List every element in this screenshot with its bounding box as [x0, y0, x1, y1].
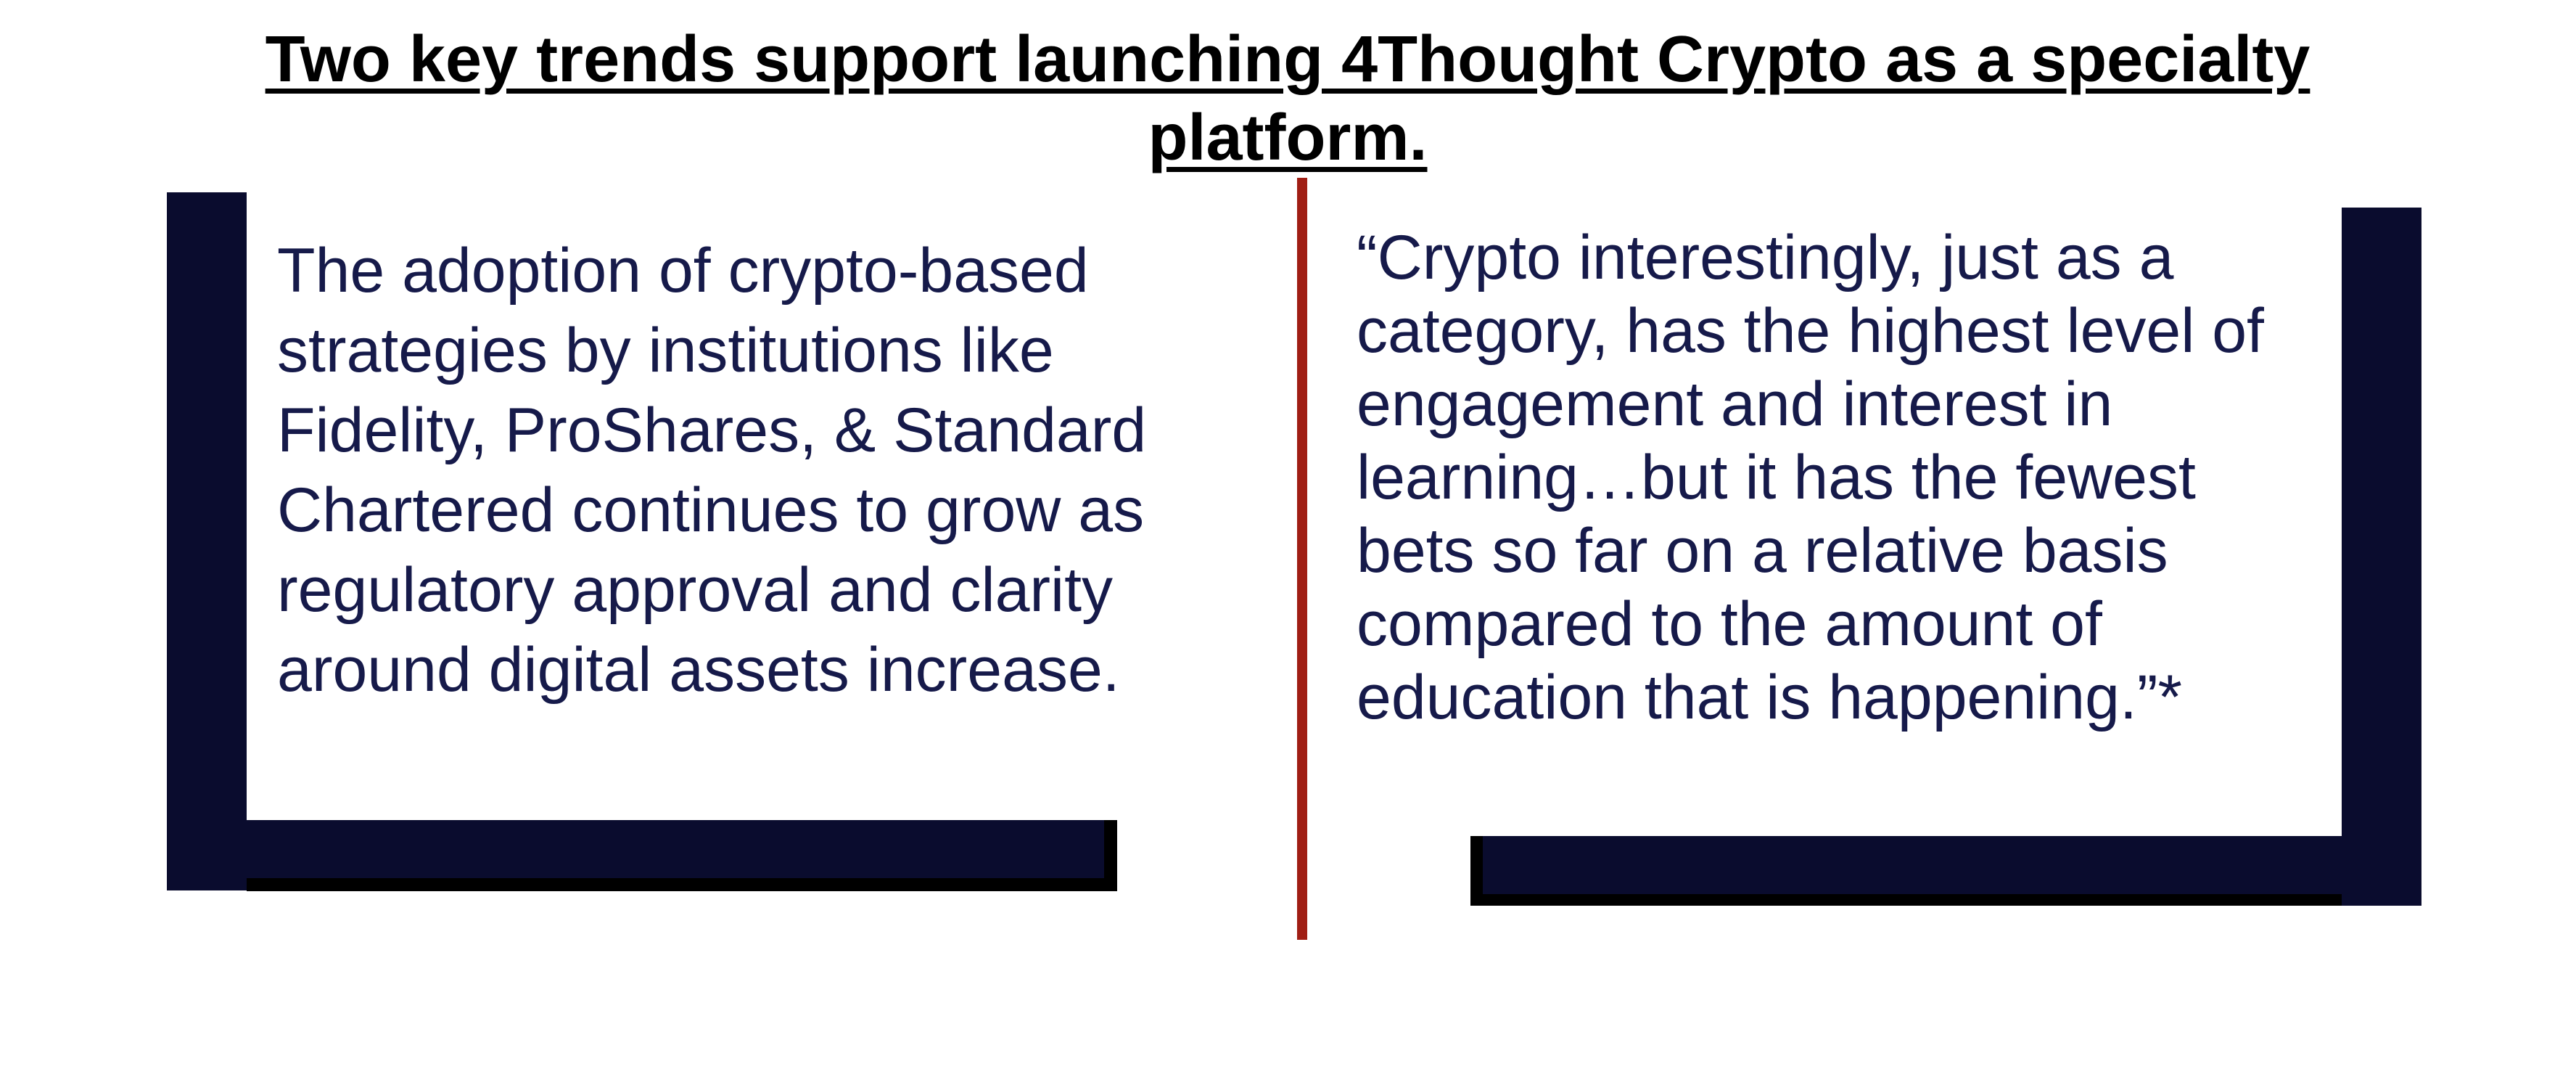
right-panel-quote: “Crypto interestingly, just as a categor…: [1357, 223, 2264, 732]
center-divider: [1297, 178, 1307, 940]
left-panel-text: The adoption of crypto-based strategies …: [277, 236, 1147, 705]
right-bracket-vertical-bar: [2342, 208, 2421, 906]
right-bracket-bottom-bar: [1483, 836, 2342, 894]
slide-title: Two key trends support launching 4Though…: [265, 23, 2310, 174]
left-bracket-bottom-bar: [247, 820, 1104, 878]
left-bracket-vertical-bar: [167, 192, 247, 890]
